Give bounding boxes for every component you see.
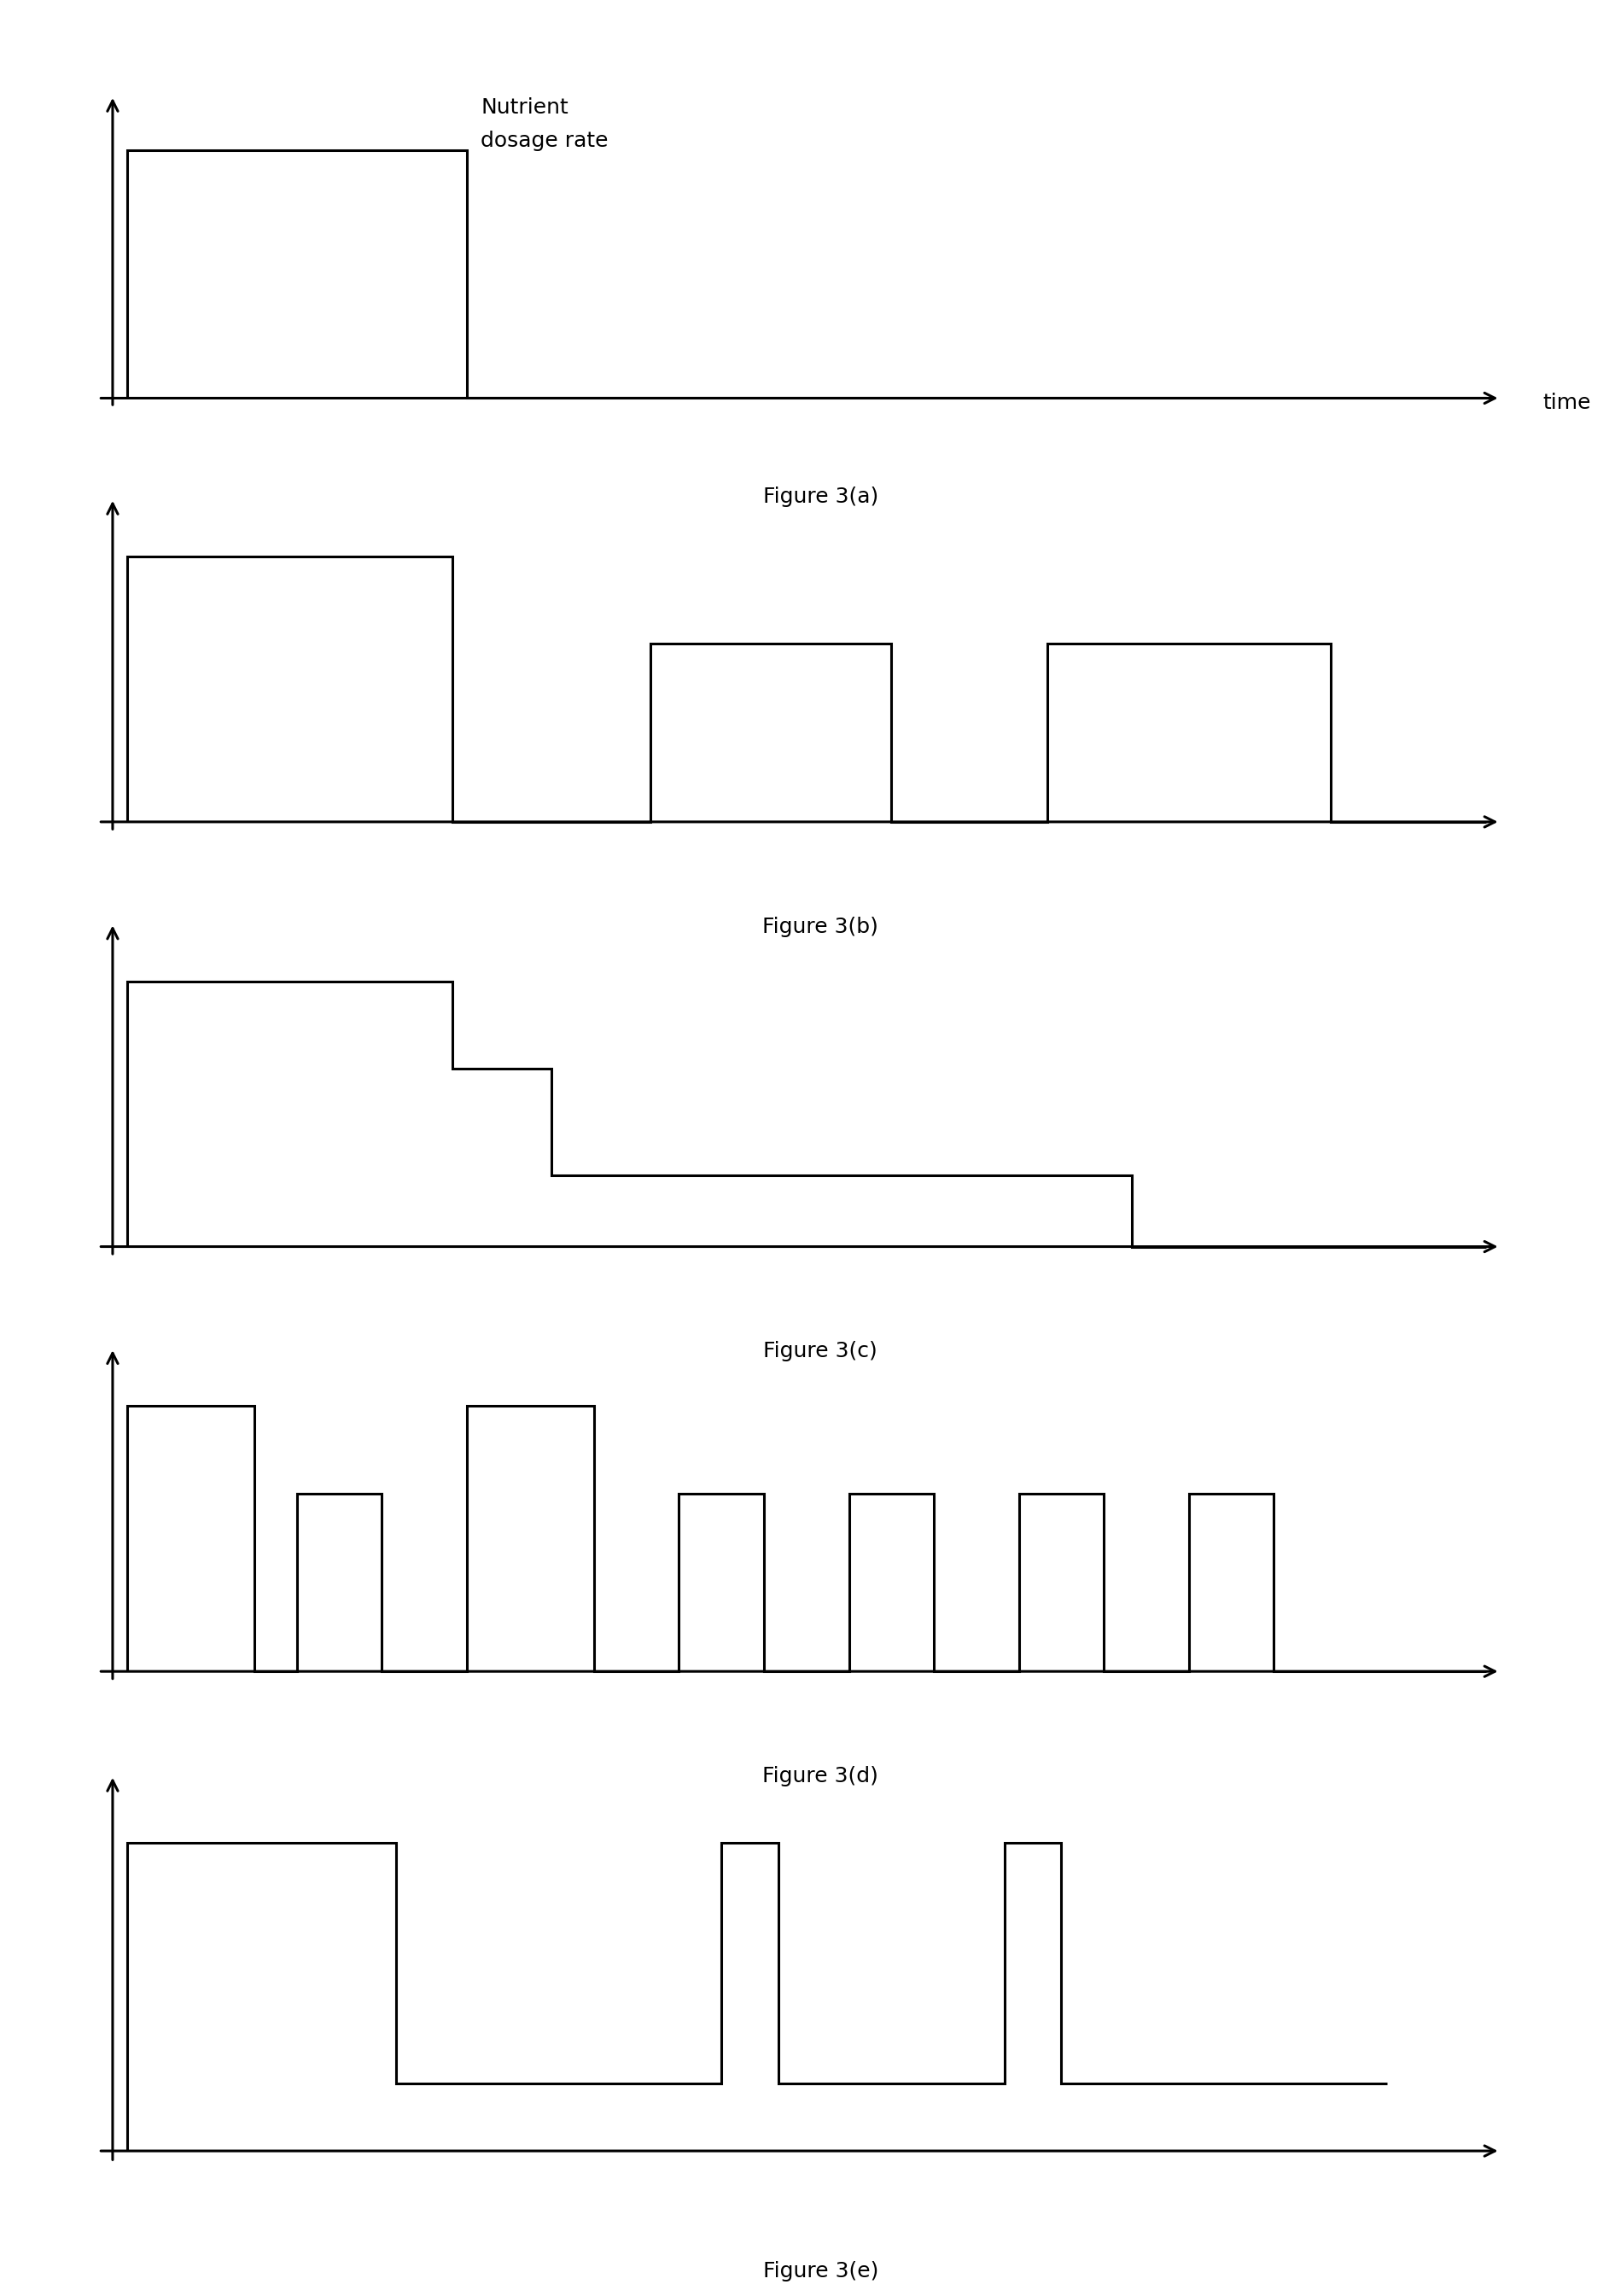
Text: Figure 3(d): Figure 3(d): [763, 1766, 879, 1786]
Text: Figure 3(b): Figure 3(b): [763, 916, 879, 937]
Text: time: time: [1543, 393, 1591, 413]
Text: Nutrient
dosage rate: Nutrient dosage rate: [481, 96, 608, 152]
Text: Figure 3(e): Figure 3(e): [763, 2262, 879, 2282]
Text: Figure 3(a): Figure 3(a): [763, 487, 879, 507]
Text: Figure 3(c): Figure 3(c): [764, 1341, 877, 1362]
